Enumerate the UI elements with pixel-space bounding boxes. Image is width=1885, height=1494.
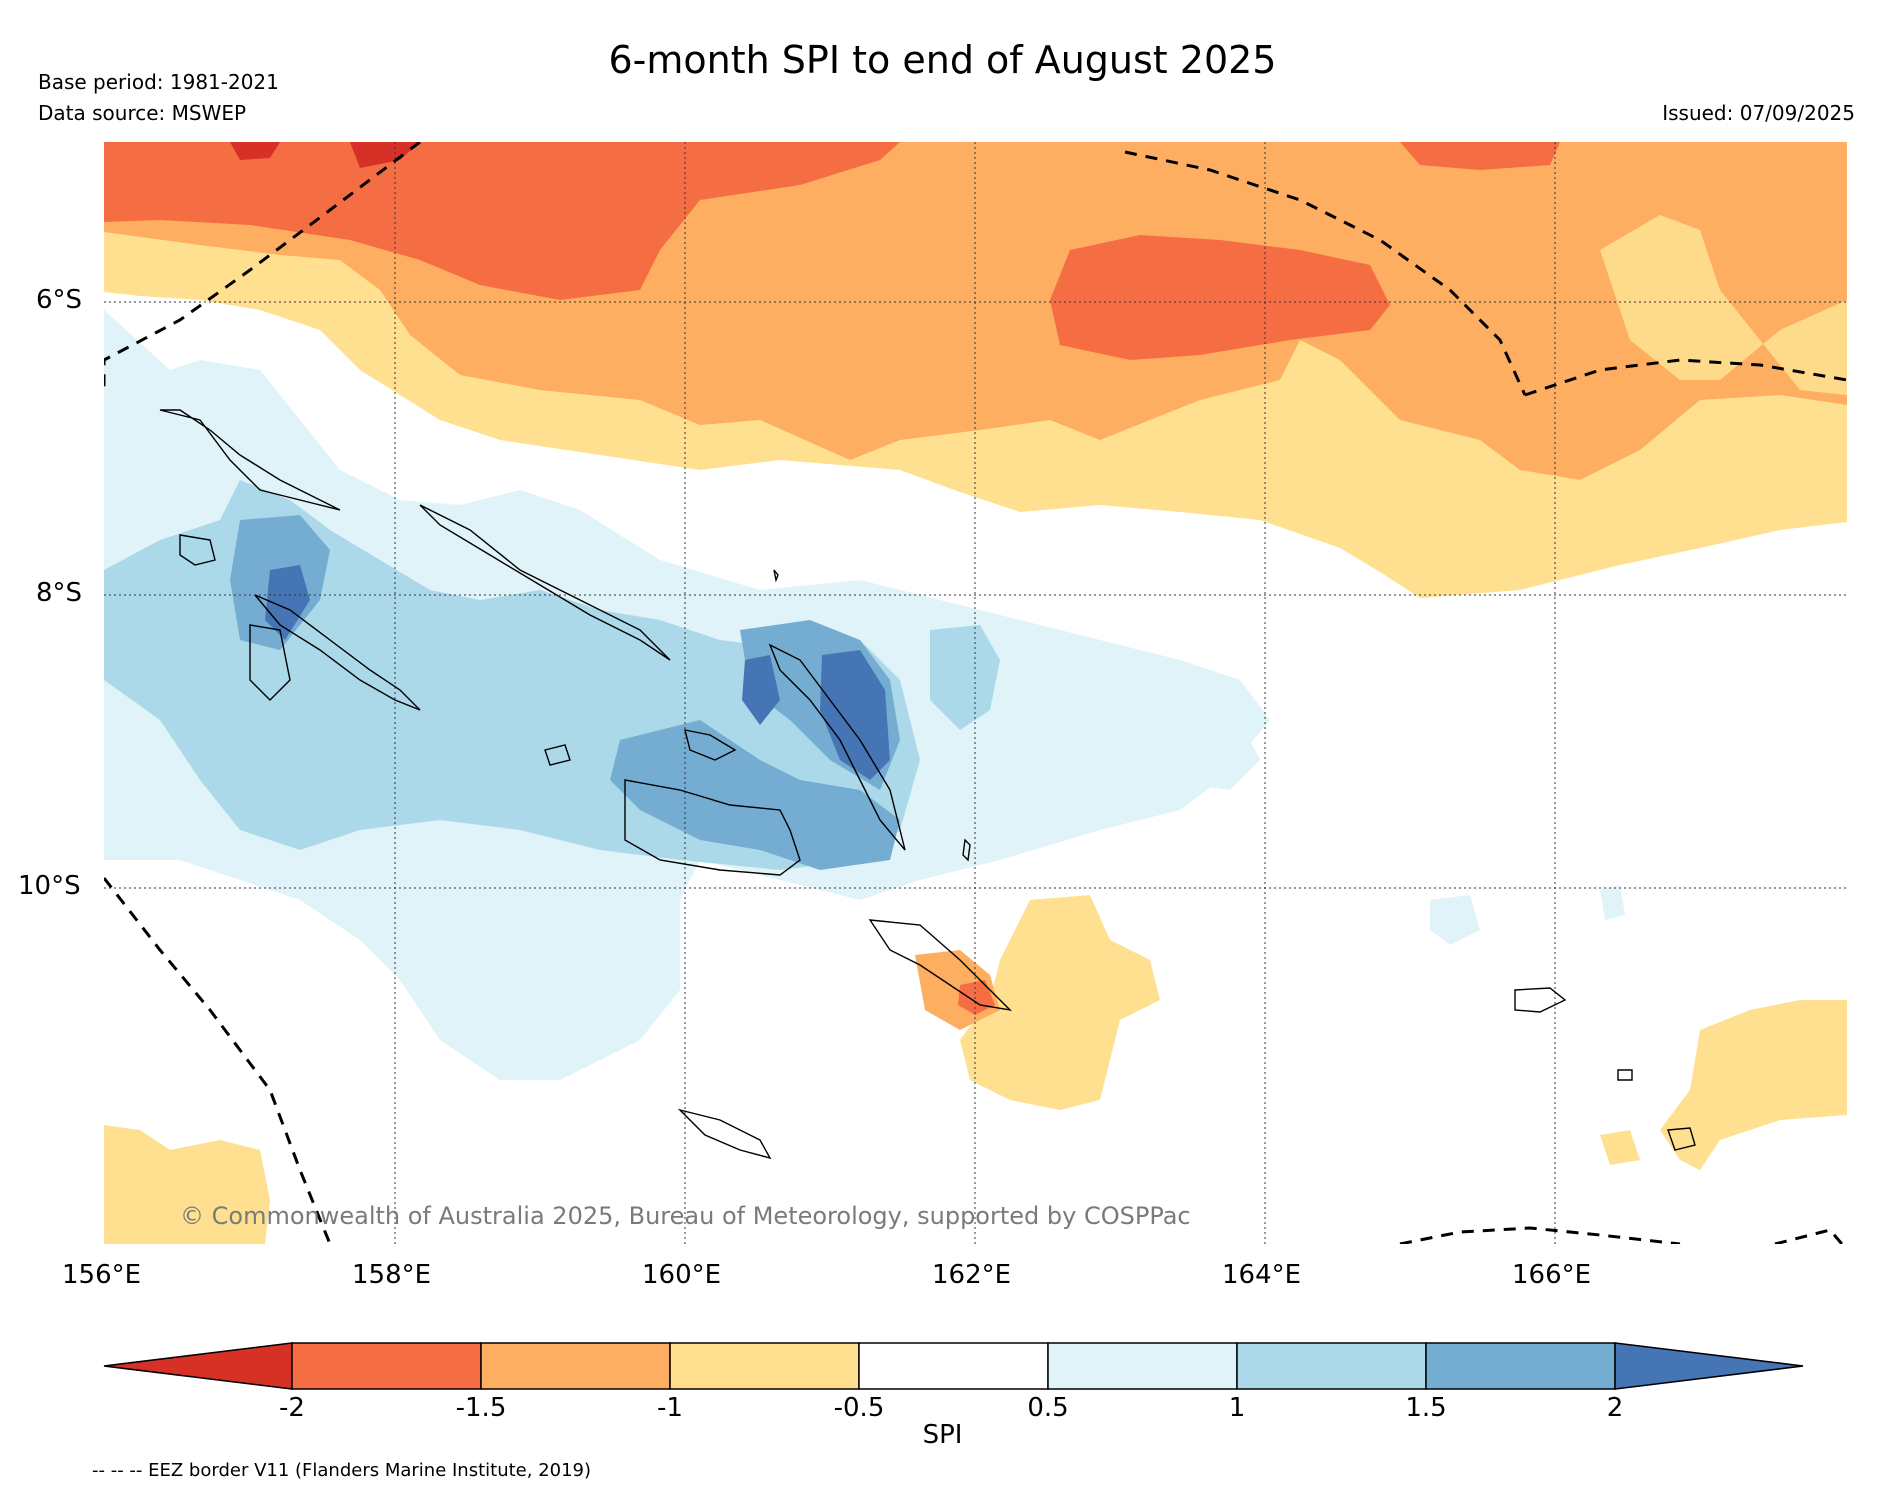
lat-label-10s: 10°S xyxy=(18,871,81,901)
eez-east xyxy=(1524,358,1847,397)
colorbar-tick: 2 xyxy=(1606,1393,1624,1423)
spi-band-dark-orange-ne xyxy=(1400,142,1560,170)
eez-borders xyxy=(104,142,1847,1244)
spi-band-light-orange-south xyxy=(960,895,1160,1110)
graticule xyxy=(104,142,1847,1244)
lon-label-156e: 156°E xyxy=(62,1260,142,1290)
island-guadalcanal xyxy=(624,779,801,876)
spi-band-pale-blue-se xyxy=(1430,885,1625,945)
colorbar-tick: -2 xyxy=(279,1393,305,1423)
spi-band-light-orange-ne xyxy=(1600,215,1847,395)
island-florida xyxy=(684,729,737,761)
spi-band-pale-blue-east xyxy=(1120,690,1260,790)
eez-south-east-2 xyxy=(1774,1228,1844,1244)
island-vanikoro xyxy=(1667,1127,1696,1151)
colorbar-bin-7 xyxy=(1425,1342,1616,1390)
spi-band-light-blue-east xyxy=(930,625,1000,730)
data-source: Data source: MSWEP xyxy=(38,101,247,125)
colorbar-tick: 0.5 xyxy=(1027,1393,1069,1423)
lon-label-162e: 162°E xyxy=(932,1260,1012,1290)
colorbar-extend-low xyxy=(103,1342,293,1390)
spi-band-dark-blue-3 xyxy=(742,655,780,725)
spi-band-red xyxy=(230,142,420,168)
island-small-1 xyxy=(544,744,571,766)
island-vella-lavella xyxy=(179,534,216,566)
colorbar-tick: 1 xyxy=(1228,1393,1246,1423)
spi-band-dark-orange xyxy=(104,142,900,300)
colorbar-bin-6 xyxy=(1236,1342,1427,1390)
lat-label-8s: 8°S xyxy=(36,578,83,608)
colorbar-bin-4 xyxy=(858,1342,1049,1390)
island-new-georgia xyxy=(254,594,421,711)
base-period: Base period: 1981-2021 xyxy=(38,70,279,94)
map-title: 6-month SPI to end of August 2025 xyxy=(608,38,1277,82)
colorbar-extend-high xyxy=(1614,1342,1804,1390)
issued-date: Issued: 07/09/2025 xyxy=(1662,101,1855,125)
island-utupua xyxy=(1617,1069,1633,1081)
colorbar-bin-5 xyxy=(1047,1342,1238,1390)
island-ontong-java xyxy=(773,569,779,583)
island-rennell xyxy=(677,1108,772,1160)
spi-band-medium-blue-2 xyxy=(610,720,900,870)
colorbar-tick: -1.5 xyxy=(455,1393,507,1423)
island-santa-isabel xyxy=(768,643,906,851)
island-makira xyxy=(868,919,1013,1012)
colorbar-label: SPI xyxy=(922,1420,963,1450)
island-bougainville xyxy=(159,409,341,511)
lat-label-6s: 6°S xyxy=(36,285,83,315)
island-small-2 xyxy=(962,838,971,862)
spi-band-light-orange-sw xyxy=(104,1125,270,1244)
eez-legend-note: -- -- -- EEZ border V11 (Flanders Marine… xyxy=(92,1460,592,1481)
lon-label-166e: 166°E xyxy=(1512,1260,1592,1290)
lon-label-164e: 164°E xyxy=(1222,1260,1302,1290)
copyright-notice: © Commonwealth of Australia 2025, Bureau… xyxy=(180,1202,1191,1230)
colorbar-bin-1 xyxy=(291,1342,482,1390)
eez-north-east xyxy=(1124,150,1527,396)
spi-band-light-orange-se xyxy=(1660,1000,1847,1170)
island-choiseul xyxy=(419,504,671,661)
island-ndeni xyxy=(1514,987,1567,1013)
eez-south-west xyxy=(104,877,332,1244)
spi-band-light-orange-se2 xyxy=(1600,1130,1640,1165)
coastlines xyxy=(159,409,1696,1160)
colorbar-tick: -1 xyxy=(657,1393,683,1423)
colorbar-tick: -0.5 xyxy=(833,1393,885,1423)
lon-label-160e: 160°E xyxy=(642,1260,722,1290)
lon-label-158e: 158°E xyxy=(352,1260,432,1290)
colorbar-bin-3 xyxy=(669,1342,860,1390)
spi-band-dark-orange-east xyxy=(1050,235,1390,360)
eez-south-east xyxy=(1399,1226,1681,1244)
island-ranongga xyxy=(249,624,291,701)
eez-north-west xyxy=(104,142,421,395)
colorbar-bin-2 xyxy=(480,1342,671,1390)
spi-band-dark-blue-2 xyxy=(820,650,890,780)
colorbar-tick: 1.5 xyxy=(1405,1393,1447,1423)
